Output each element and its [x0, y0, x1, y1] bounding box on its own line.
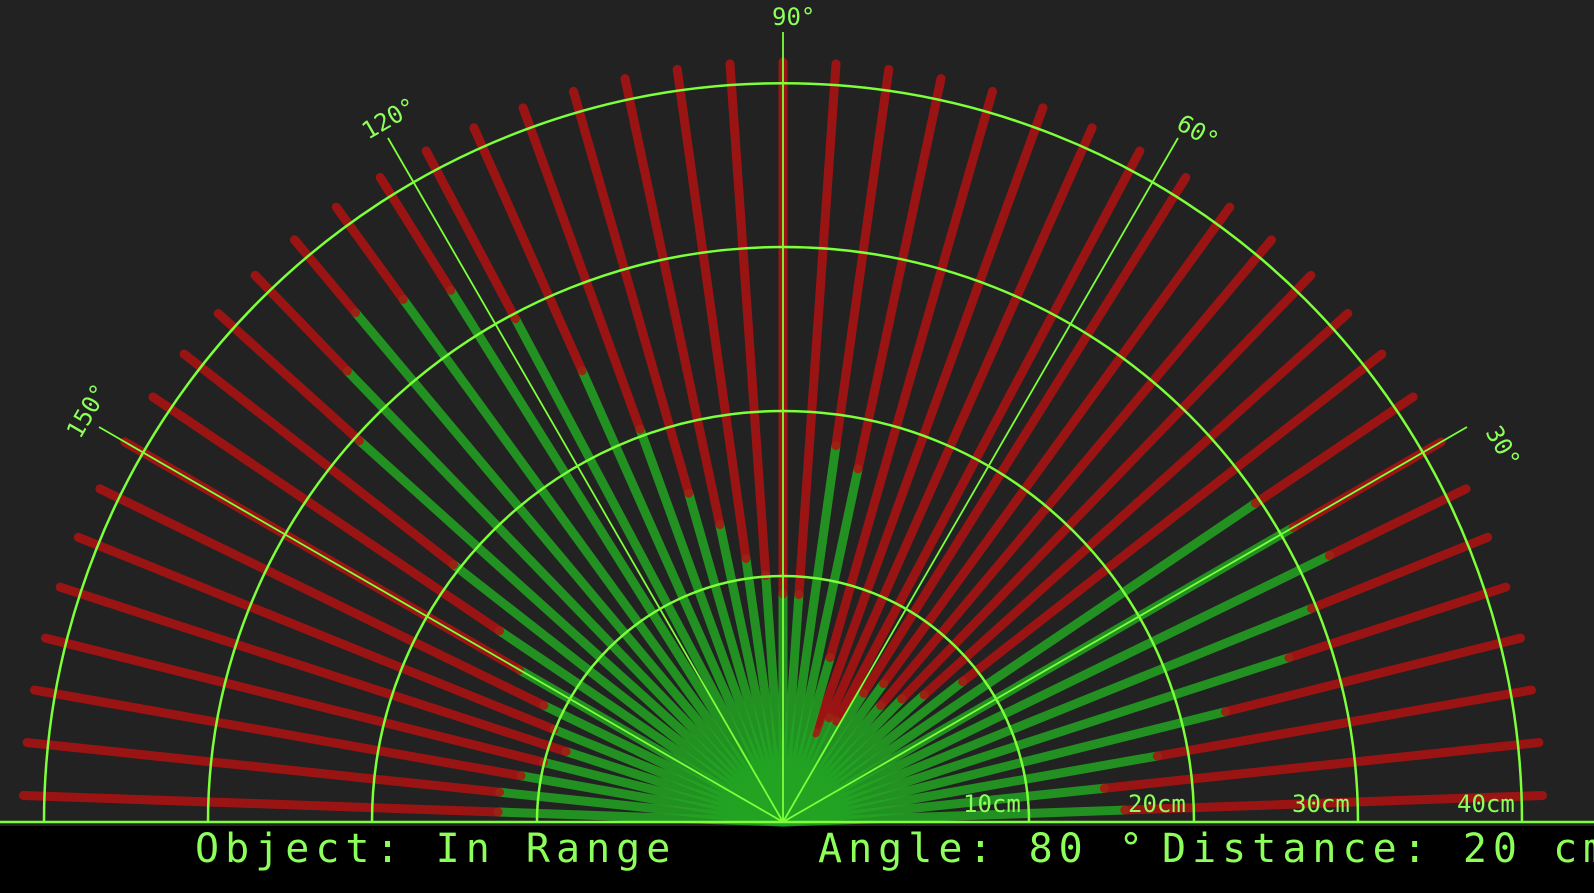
detection-free	[778, 603, 1316, 827]
detection-object	[469, 123, 587, 376]
detection-object	[672, 64, 751, 564]
detection-free	[510, 314, 788, 827]
detection-object	[859, 172, 1191, 698]
detection-object	[810, 103, 1048, 738]
detection-object	[1152, 685, 1536, 761]
detection-free	[398, 294, 788, 827]
detection-free	[493, 807, 788, 827]
detection-object	[879, 202, 1235, 689]
detection-object	[1284, 582, 1511, 663]
detection-object	[518, 103, 645, 434]
detection-object	[876, 235, 1277, 711]
range-label: 10cm	[963, 790, 1021, 818]
object-status: Object: In Range	[195, 826, 676, 872]
detection-object	[18, 790, 503, 817]
range-label: 20cm	[1128, 790, 1186, 818]
detection-free	[351, 308, 788, 827]
detection-object	[824, 123, 1097, 723]
range-label: 40cm	[1457, 790, 1515, 818]
angle-line	[782, 426, 1468, 823]
detection-object	[22, 738, 505, 797]
detection-object	[831, 64, 894, 451]
detection-object	[794, 59, 841, 600]
detection-object	[1324, 484, 1471, 560]
detection-free	[342, 366, 788, 827]
angle-label: 90°	[772, 3, 815, 31]
sweep-lines	[18, 57, 1548, 827]
detection-free	[778, 707, 1230, 827]
detection-object	[30, 685, 526, 781]
detection-object	[1220, 633, 1525, 717]
angle-line	[782, 137, 1179, 823]
detection-object	[825, 86, 997, 663]
detection-object	[41, 633, 548, 767]
detection-object	[1251, 392, 1418, 508]
detection-object	[620, 74, 725, 530]
detection-free	[778, 498, 1261, 827]
detection-object	[55, 582, 571, 757]
detection-free	[778, 653, 1294, 827]
angle-line	[98, 426, 784, 823]
detection-object	[958, 349, 1387, 687]
range-label: 30cm	[1292, 790, 1350, 818]
detection-object	[289, 235, 361, 318]
detection-object	[95, 484, 549, 710]
detection-object	[832, 146, 1145, 726]
angle-status: Angle: 80 °	[818, 826, 1149, 872]
detection-free	[446, 285, 788, 827]
detection-object	[725, 59, 771, 581]
detection-free	[778, 550, 1334, 827]
detection-object	[331, 202, 408, 304]
angle-line	[387, 137, 784, 823]
detection-free	[354, 436, 788, 827]
detection-object	[1306, 532, 1493, 613]
status-bar	[0, 826, 1594, 893]
detection-object	[897, 270, 1316, 704]
detection-object	[1099, 738, 1544, 793]
detection-object	[73, 532, 559, 734]
detection-free	[635, 424, 788, 827]
distance-status: Distance: 20 cm	[1162, 826, 1594, 872]
detection-free	[449, 560, 788, 827]
detection-object	[421, 146, 520, 324]
detection-object	[853, 74, 946, 474]
detection-object	[213, 308, 364, 446]
radar-grid	[0, 32, 1594, 824]
detection-object	[179, 349, 459, 570]
detection-object	[919, 308, 1353, 700]
